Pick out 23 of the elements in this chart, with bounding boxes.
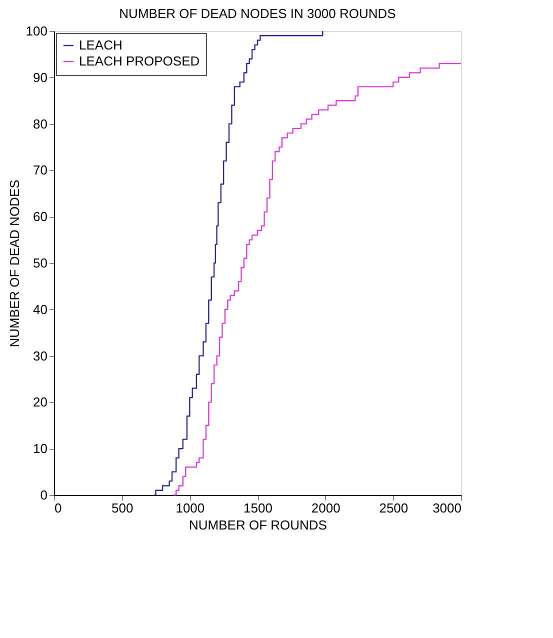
x-tick-label: 1000 bbox=[176, 500, 205, 516]
legend-label: LEACH PROPOSED bbox=[79, 54, 200, 68]
x-tick-label: 2500 bbox=[379, 500, 408, 516]
x-tick-label: 500 bbox=[111, 500, 134, 516]
y-tick-label: 60 bbox=[33, 209, 48, 224]
y-tick-label: 30 bbox=[33, 348, 48, 364]
x-tick-label: 2000 bbox=[311, 500, 340, 516]
chart-title: NUMBER OF DEAD NODES IN 3000 ROUNDS bbox=[119, 6, 396, 21]
y-axis-title: NUMBER OF DEAD NODES bbox=[6, 179, 22, 348]
y-tick-label: 50 bbox=[33, 256, 48, 270]
x-tick-label: 0 bbox=[54, 500, 62, 516]
y-tick-label: 100 bbox=[26, 24, 48, 38]
y-tick-label: 0 bbox=[40, 488, 48, 502]
x-axis-title: NUMBER OF ROUNDS bbox=[189, 518, 328, 532]
y-tick-label: 20 bbox=[33, 394, 48, 410]
x-tick-label: 3000 bbox=[432, 500, 462, 516]
y-tick-label: 40 bbox=[33, 302, 48, 317]
y-tick-label: 80 bbox=[33, 116, 48, 132]
x-tick-label: 1500 bbox=[244, 500, 272, 516]
y-tick-label: 90 bbox=[33, 70, 48, 85]
legend-label: LEACH bbox=[79, 38, 122, 52]
y-tick-label: 10 bbox=[33, 441, 48, 456]
y-tick-label: 70 bbox=[33, 162, 48, 178]
